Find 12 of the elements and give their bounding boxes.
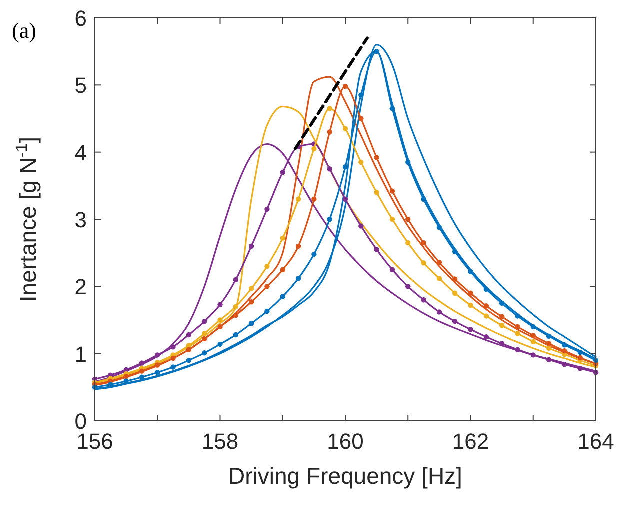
y-tick-label: 2 (74, 274, 87, 300)
y-tick-label: 5 (74, 73, 87, 98)
x-tick-label: 162 (452, 429, 490, 454)
x-tick-label: 158 (202, 429, 239, 454)
y-tick-label: 6 (74, 6, 87, 31)
y-tick-label: 4 (74, 140, 87, 166)
x-axis-title: Driving Frequency [Hz] (228, 463, 462, 489)
y-tick-label: 1 (74, 342, 87, 367)
text: (a) (12, 18, 36, 43)
x-tick-label: 164 (578, 429, 614, 454)
y-tick-label: 3 (74, 208, 87, 232)
x-tick-label: 160 (327, 429, 364, 454)
